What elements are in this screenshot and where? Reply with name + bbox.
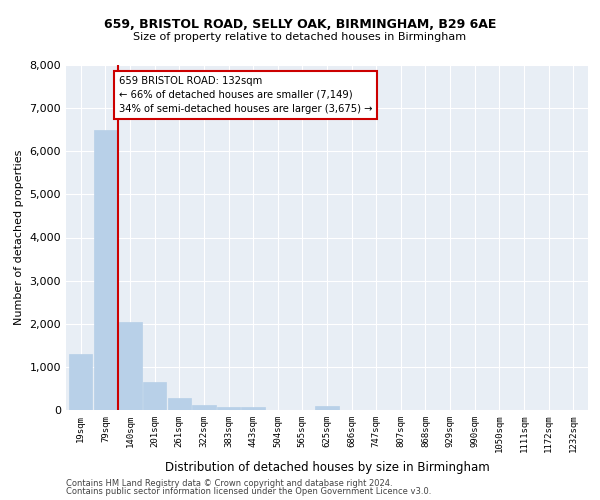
Text: Contains public sector information licensed under the Open Government Licence v3: Contains public sector information licen… [66, 487, 431, 496]
Bar [217, 407, 240, 410]
Bar [241, 408, 265, 410]
Bar [316, 406, 338, 410]
X-axis label: Distribution of detached houses by size in Birmingham: Distribution of detached houses by size … [164, 461, 490, 474]
Bar [167, 398, 191, 410]
Text: Contains HM Land Registry data © Crown copyright and database right 2024.: Contains HM Land Registry data © Crown c… [66, 478, 392, 488]
Bar [118, 322, 142, 410]
Bar [192, 405, 215, 410]
Text: 659 BRISTOL ROAD: 132sqm
← 66% of detached houses are smaller (7,149)
34% of sem: 659 BRISTOL ROAD: 132sqm ← 66% of detach… [119, 76, 373, 114]
Text: 659, BRISTOL ROAD, SELLY OAK, BIRMINGHAM, B29 6AE: 659, BRISTOL ROAD, SELLY OAK, BIRMINGHAM… [104, 18, 496, 30]
Bar [69, 354, 92, 410]
Bar [143, 382, 166, 410]
Bar [94, 130, 117, 410]
Y-axis label: Number of detached properties: Number of detached properties [14, 150, 24, 325]
Text: Size of property relative to detached houses in Birmingham: Size of property relative to detached ho… [133, 32, 467, 42]
